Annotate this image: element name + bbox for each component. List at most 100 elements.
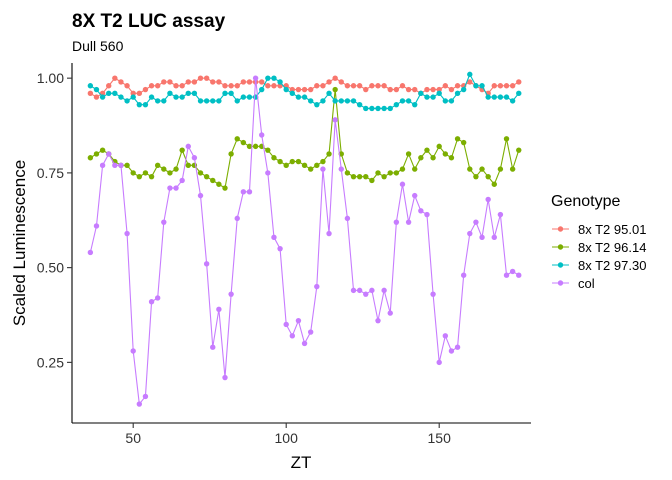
data-point — [87, 83, 94, 89]
data-point — [130, 90, 136, 97]
data-point — [356, 83, 363, 89]
data-point — [399, 181, 406, 187]
data-point — [338, 98, 344, 104]
data-point — [289, 86, 296, 93]
data-point — [283, 162, 289, 169]
data-point — [179, 94, 185, 100]
data-point — [454, 90, 461, 97]
data-point — [320, 83, 326, 89]
data-point — [265, 75, 271, 81]
data-point — [314, 83, 320, 89]
data-point — [222, 185, 228, 191]
legend-label: 8x T2 95.01 — [578, 222, 646, 237]
data-point — [240, 189, 247, 195]
data-point — [118, 94, 124, 100]
data-point — [479, 234, 485, 241]
data-point — [363, 291, 369, 297]
data-point — [130, 348, 136, 354]
data-point — [222, 374, 228, 381]
data-point — [259, 86, 265, 93]
data-point — [277, 79, 283, 85]
data-point — [191, 79, 198, 85]
data-point — [369, 105, 375, 112]
data-point — [185, 79, 191, 85]
data-point — [405, 219, 412, 225]
legend-label: 8x T2 97.30 — [578, 258, 646, 273]
data-point — [234, 136, 240, 142]
data-point — [210, 79, 216, 85]
data-point — [467, 79, 473, 85]
data-point — [252, 75, 259, 81]
data-point — [405, 98, 412, 104]
data-point — [491, 83, 497, 89]
data-point — [203, 261, 210, 267]
chart-subtitle: Dull 560 — [72, 38, 124, 54]
data-point — [467, 166, 473, 172]
data-point — [326, 151, 332, 157]
data-point — [179, 147, 185, 153]
data-point — [326, 79, 332, 85]
data-point — [154, 295, 161, 301]
data-point — [363, 86, 369, 93]
data-point — [350, 287, 357, 294]
data-point — [271, 155, 277, 161]
data-point — [295, 317, 302, 324]
data-point — [430, 155, 436, 161]
data-point — [112, 75, 118, 81]
data-point — [154, 162, 161, 169]
data-point — [307, 329, 314, 335]
data-point — [448, 348, 455, 354]
data-point — [203, 98, 210, 104]
data-point — [283, 86, 289, 93]
data-point — [442, 83, 449, 89]
data-point — [503, 136, 510, 142]
data-point — [210, 177, 216, 184]
data-point — [240, 79, 247, 85]
data-point — [320, 166, 326, 172]
data-point — [240, 94, 247, 100]
data-point — [295, 94, 302, 100]
series-line — [90, 89, 520, 189]
data-point — [161, 79, 167, 85]
data-point — [142, 170, 149, 176]
data-point — [381, 83, 387, 89]
data-point — [320, 158, 326, 165]
data-point — [381, 105, 387, 112]
data-point — [118, 162, 124, 169]
data-point — [448, 86, 455, 93]
data-point — [412, 166, 418, 172]
data-point — [259, 132, 265, 138]
y-tick-label: 1.00 — [37, 70, 64, 86]
data-point — [314, 283, 320, 290]
data-point — [252, 143, 259, 150]
data-point — [118, 79, 124, 85]
data-point — [436, 359, 442, 366]
data-point — [485, 173, 491, 180]
y-tick-label: 0.25 — [37, 354, 64, 370]
data-point — [497, 94, 504, 100]
data-point — [228, 90, 234, 97]
data-point — [307, 86, 314, 93]
data-point — [142, 101, 149, 108]
data-point — [161, 98, 167, 104]
data-point — [314, 101, 320, 108]
data-point — [332, 117, 338, 123]
data-point — [454, 344, 461, 350]
data-point — [185, 162, 191, 169]
data-point — [301, 162, 308, 169]
data-point — [393, 219, 400, 225]
data-point — [436, 86, 442, 93]
data-point — [460, 272, 467, 278]
data-point — [185, 90, 191, 97]
data-point — [442, 98, 449, 104]
data-point — [369, 287, 375, 294]
legend-items: 8x T2 95.01 8x T2 96.14 8x T2 97.30 col — [552, 222, 646, 291]
data-point — [314, 162, 320, 169]
data-point — [491, 234, 497, 241]
data-point — [332, 98, 338, 104]
data-point — [509, 98, 516, 104]
data-point — [210, 98, 216, 104]
data-point — [326, 90, 332, 97]
legend-label: col — [578, 276, 595, 291]
data-point — [148, 94, 155, 100]
